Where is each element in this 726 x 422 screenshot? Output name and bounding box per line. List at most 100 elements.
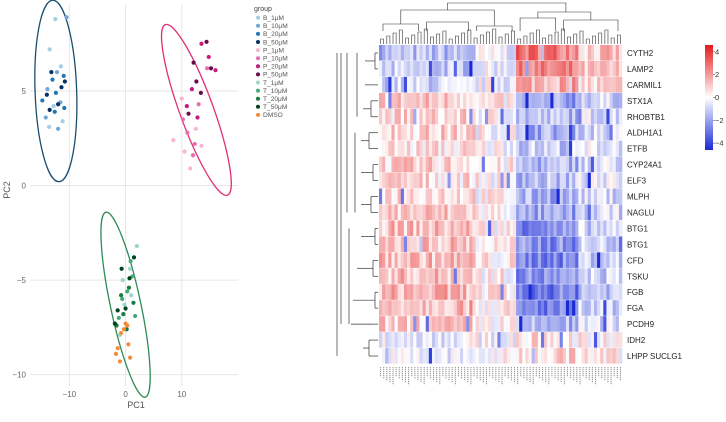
scatter-point [195,115,200,120]
heatmap-cell [581,284,585,300]
column-labels [380,367,621,385]
heatmap-cell [572,316,576,332]
heatmap-cell [394,332,398,348]
heatmap-cell [565,188,570,205]
heatmap-cell [456,108,461,125]
heatmap-cell [410,188,414,205]
heatmap-cell [488,268,492,284]
heatmap-cell [413,236,417,252]
heatmap-cell [425,60,430,77]
heatmap-cell [441,60,445,77]
heatmap-cell [600,268,604,284]
column-branch [448,38,453,44]
heatmap-cell [388,108,392,125]
heatmap-cell [385,76,389,93]
heatmap-cell [556,268,560,284]
heatmap-cell [559,108,564,125]
heatmap-cell [531,45,536,61]
heatmap-cell [407,268,411,284]
colorbar-tick-label: −2 [715,116,724,125]
heatmap-cell [441,92,445,109]
heatmap-cell [541,204,545,221]
heatmap-cell [444,332,448,348]
heatmap-cell [475,252,479,268]
heatmap-cell [615,332,620,348]
heatmap-cell [488,300,492,316]
heatmap-cell [475,188,479,205]
heatmap-cell [615,300,620,316]
column-branch [473,37,478,44]
heatmap-cell [444,172,448,189]
heatmap-cell [403,236,408,252]
heatmap-cell [618,76,623,93]
column-branch [563,19,619,31]
heatmap-cell [569,220,573,236]
heatmap-cell [531,220,536,236]
heatmap-cell [590,156,595,173]
heatmap-cell [488,204,492,221]
y-tick-label: −10 [12,371,26,380]
heatmap-cell [428,236,433,252]
heatmap-cell [450,316,455,332]
heatmap-cell [562,188,567,205]
heatmap-cell [388,76,392,93]
heatmap-cell [559,332,564,348]
heatmap-cell [456,140,461,157]
scatter-point [125,323,130,328]
heatmap-cell [547,108,551,125]
heatmap-cell [466,316,470,332]
heatmap-cell [491,348,495,364]
heatmap-cell [565,60,570,77]
heatmap-cell [547,268,551,284]
heatmap-cell [541,92,545,109]
heatmap-cell [403,300,408,316]
heatmap-cell [478,300,483,316]
heatmap-cell [597,252,601,268]
heatmap-cell [472,268,476,284]
heatmap-cell [394,92,398,109]
heatmap-cell [385,236,389,252]
heatmap-cell [416,140,420,157]
heatmap-cell [435,172,439,189]
heatmap-cell [578,156,582,173]
heatmap-cell [612,140,617,157]
heatmap-cell [615,60,620,77]
heatmap-cell [522,124,526,141]
heatmap-cell [494,284,498,300]
heatmap-cell [410,204,414,221]
heatmap-cell [559,220,564,236]
heatmap-cell [488,252,492,268]
heatmap-cell [569,140,573,157]
heatmap-cell [556,76,560,93]
heatmap-cell [491,92,495,109]
heatmap-cell [603,156,607,173]
heatmap-cell [506,45,511,61]
heatmap-cell [597,172,601,189]
legend-label: P_20μM [263,64,288,71]
heatmap-cell [509,348,514,364]
heatmap-cell [506,76,511,93]
heatmap-cell [497,124,501,141]
heatmap-cell [575,140,579,157]
heatmap-cell [547,236,551,252]
heatmap-cell [562,316,567,332]
heatmap-cell [615,188,620,205]
heatmap-cell [575,300,579,316]
heatmap-cell [534,204,539,221]
heatmap-cell [587,172,592,189]
heatmap-cell [606,140,610,157]
heatmap-cell [512,172,517,189]
heatmap-cell [562,252,567,268]
heatmap-cell [435,284,439,300]
heatmap-cell [453,108,458,125]
heatmap-cell [488,92,492,109]
heatmap-cell [503,332,508,348]
heatmap-cell [388,124,392,141]
heatmap-cell [550,236,554,252]
heatmap-cell [397,124,402,141]
heatmap-cell [559,45,564,61]
heatmap-cell [497,140,501,157]
heatmap-cell [600,45,604,61]
heatmap-cell [466,172,470,189]
heatmap-cell [425,124,430,141]
